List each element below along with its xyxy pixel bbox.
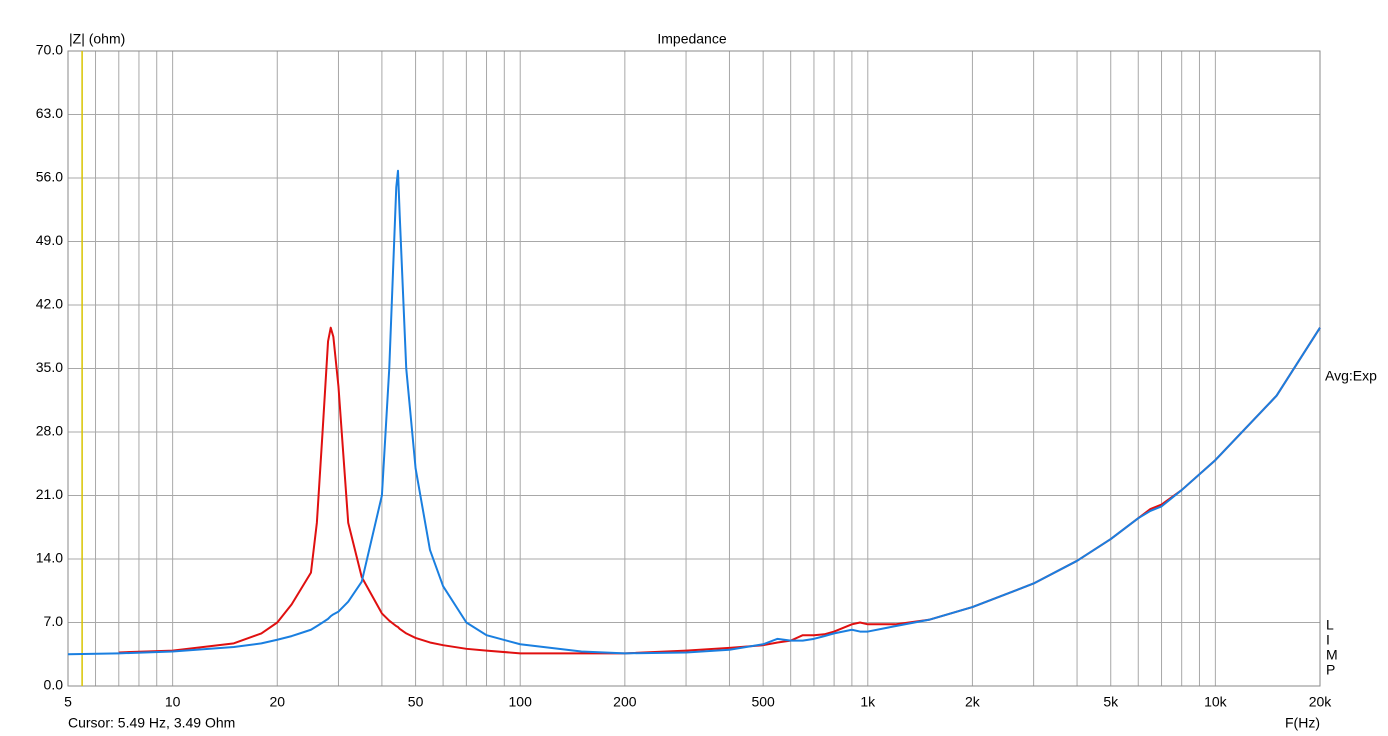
y-tick-label: 35.0	[36, 359, 63, 375]
chart-title: Impedance	[657, 31, 726, 47]
y-tick-label: 0.0	[44, 677, 64, 693]
cursor-readout: Cursor: 5.49 Hz, 3.49 Ohm	[68, 715, 235, 731]
side-letter: I	[1326, 632, 1330, 648]
y-tick-label: 42.0	[36, 296, 63, 312]
x-tick-label: 500	[751, 694, 775, 710]
x-tick-label: 20k	[1309, 694, 1333, 710]
x-tick-label: 50	[408, 694, 424, 710]
y-tick-label: 56.0	[36, 169, 63, 185]
side-letter: L	[1326, 617, 1334, 633]
y-axis-label: |Z| (ohm)	[69, 31, 125, 47]
y-tick-label: 28.0	[36, 423, 63, 439]
x-tick-label: 10k	[1204, 694, 1228, 710]
y-tick-label: 70.0	[36, 42, 63, 58]
x-tick-label: 5	[64, 694, 72, 710]
x-tick-label: 2k	[965, 694, 981, 710]
y-tick-label: 7.0	[44, 613, 64, 629]
x-tick-label: 10	[165, 694, 181, 710]
x-axis-label: F(Hz)	[1285, 715, 1320, 731]
y-tick-label: 49.0	[36, 232, 63, 248]
side-letter: M	[1326, 647, 1338, 663]
y-tick-label: 63.0	[36, 105, 63, 121]
plot-frame	[67, 50, 1321, 687]
x-tick-label: 1k	[860, 694, 876, 710]
x-tick-label: 20	[269, 694, 285, 710]
x-tick-label: 100	[509, 694, 533, 710]
x-tick-label: 200	[613, 694, 637, 710]
y-tick-label: 14.0	[36, 550, 63, 566]
side-letter: P	[1326, 662, 1335, 678]
y-tick-label: 21.0	[36, 486, 63, 502]
average-note: Avg:Exp	[1325, 368, 1377, 384]
impedance-curve	[67, 169, 1321, 656]
x-tick-label: 5k	[1103, 694, 1119, 710]
